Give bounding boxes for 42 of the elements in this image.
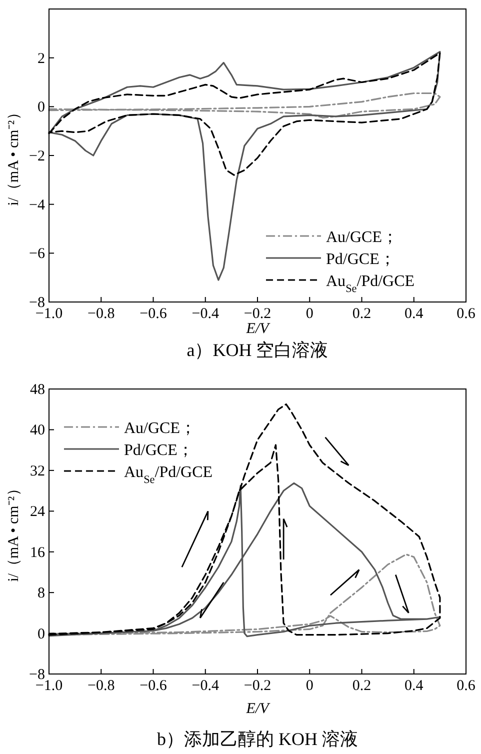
y-tick-label: 8 <box>38 586 45 602</box>
x-axis-title: E/V <box>245 701 271 717</box>
legend-label: Au$_{Se}$/Pd/GCE <box>124 464 213 486</box>
y-tick-label: 40 <box>30 422 45 439</box>
legend-label: Pd/GCE； <box>124 442 194 459</box>
y-tick-label: 32 <box>30 463 45 480</box>
x-tick-label: −0.8 <box>88 306 115 322</box>
line-series <box>48 92 441 118</box>
x-tick-label: −0.2 <box>244 306 272 322</box>
x-tick-label: 0.4 <box>404 306 424 322</box>
x-tick-label: 0.6 <box>456 678 476 694</box>
line-series <box>48 482 441 638</box>
legend-label: Pd/GCE； <box>326 251 396 268</box>
legend-label: Au/GCE； <box>326 229 398 246</box>
x-tick-label: −0.6 <box>140 306 168 322</box>
y-tick-label: 2 <box>38 50 45 67</box>
x-tick-label: −0.2 <box>244 678 272 694</box>
y-tick-label: −4 <box>29 197 46 214</box>
x-tick-label: 0.6 <box>456 306 476 322</box>
x-tick-label: 0 <box>306 306 314 322</box>
y-tick-label: −6 <box>29 246 46 262</box>
y-axis-title: i/（mA • cm⁻²） <box>6 481 22 582</box>
x-tick-label: 0.2 <box>352 306 372 322</box>
x-tick-label: −0.4 <box>192 678 220 694</box>
x-tick-label: 0 <box>306 678 314 694</box>
y-tick-label: 16 <box>30 544 46 561</box>
y-axis-title: i/（mA • cm⁻²） <box>6 105 22 206</box>
y-tick-label: −2 <box>29 148 45 164</box>
legend-label: Au$_{Se}$/Pd/GCE <box>326 273 415 295</box>
x-tick-label: 0.2 <box>352 678 372 694</box>
x-tick-label: −0.8 <box>88 678 115 694</box>
y-tick-label: 0 <box>38 100 45 116</box>
y-tick-label: 0 <box>38 626 45 642</box>
x-tick-label: 0.4 <box>404 678 424 694</box>
y-tick-label: 24 <box>30 504 46 520</box>
x-tick-label: −0.4 <box>192 306 220 322</box>
x-tick-label: −0.6 <box>140 678 168 694</box>
x-axis-title: E/V <box>245 321 271 337</box>
legend-label: Au/GCE； <box>124 420 196 437</box>
text: b）添加乙醇的 KOH 溶液 <box>157 729 358 749</box>
y-tick-label: 48 <box>30 382 45 398</box>
text: a）KOH 空白溶液 <box>186 340 328 360</box>
